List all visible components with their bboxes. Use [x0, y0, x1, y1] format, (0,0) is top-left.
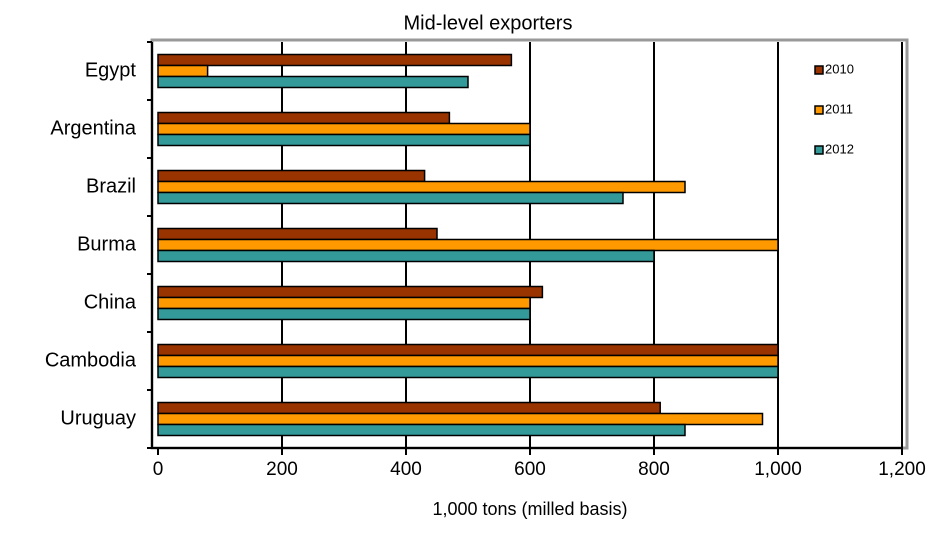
- y-tick-label: Egypt: [85, 59, 137, 81]
- bar: [157, 412, 764, 426]
- y-tick-label: Uruguay: [60, 407, 136, 429]
- bar: [157, 191, 624, 205]
- legend-swatch: [814, 65, 824, 75]
- legend-swatch: [814, 105, 824, 115]
- bar: [157, 296, 531, 310]
- bar: [157, 423, 686, 437]
- bar: [157, 122, 531, 136]
- bar: [157, 111, 451, 125]
- bar: [157, 133, 531, 147]
- x-axis-label: 1,000 tons (milled basis): [432, 499, 627, 519]
- x-tick-label: 1,000: [754, 459, 802, 480]
- legend-swatch: [814, 145, 824, 155]
- bar: [157, 227, 438, 241]
- bar: [157, 365, 779, 379]
- x-tick-label: 600: [514, 459, 546, 480]
- bar: [157, 169, 426, 183]
- legend-label: 2010: [825, 61, 854, 76]
- chart-title: Mid-level exporters: [404, 12, 573, 34]
- y-tick-label: China: [84, 291, 137, 313]
- bar: [157, 307, 531, 321]
- legend-label: 2012: [825, 141, 854, 156]
- x-tick-label: 1,200: [878, 459, 926, 480]
- y-tick-label: Burma: [77, 233, 137, 255]
- bar: [157, 64, 209, 78]
- x-tick-label: 400: [390, 459, 422, 480]
- bar: [157, 75, 469, 89]
- y-tick-label: Argentina: [50, 117, 136, 139]
- bar: [157, 354, 779, 368]
- y-tick-label: Brazil: [86, 175, 136, 197]
- x-tick-label: 200: [266, 459, 298, 480]
- bar: [157, 285, 544, 299]
- bar: [157, 343, 779, 357]
- bar: [157, 249, 655, 263]
- x-tick-label: 800: [638, 459, 670, 480]
- legend-label: 2011: [825, 101, 853, 116]
- bar: [157, 401, 661, 415]
- y-tick-label: Cambodia: [45, 349, 137, 371]
- x-tick-label: 0: [153, 459, 164, 480]
- bar: [157, 53, 513, 67]
- bar: [157, 238, 779, 252]
- bar: [157, 180, 686, 194]
